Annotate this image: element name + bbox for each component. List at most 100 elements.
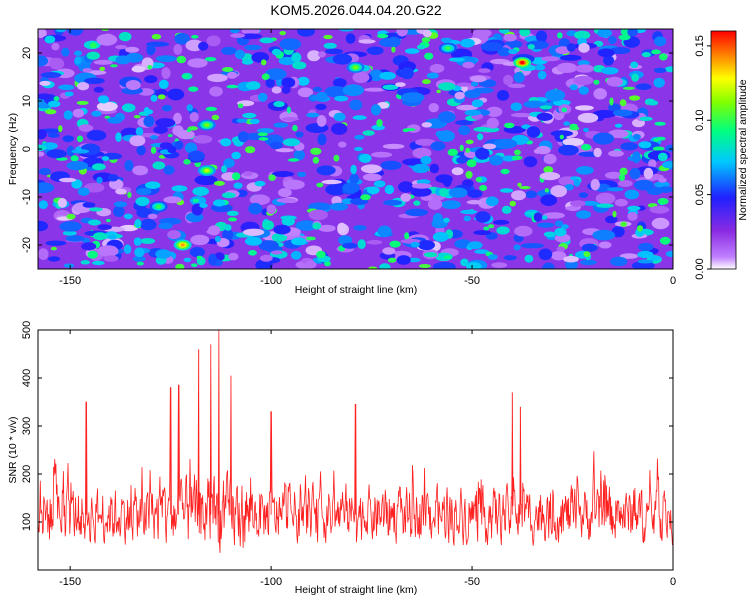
heatmap-blob	[514, 225, 533, 237]
heatmap-blob	[239, 33, 263, 40]
heatmap-blob	[448, 187, 468, 198]
heatmap-blob	[659, 53, 668, 61]
heatmap-blob	[542, 262, 555, 269]
heatmap-blob	[427, 198, 443, 210]
heatmap-blob	[237, 103, 244, 109]
heatmap-blob	[523, 100, 546, 108]
heatmap-blob	[491, 262, 508, 268]
colorbar: 0.00 0.05 0.10 0.15 Normalized spectral amp…	[694, 30, 749, 280]
heatmap-blob	[248, 250, 257, 256]
heatmap-blob	[321, 179, 343, 185]
heatmap-blob	[501, 205, 512, 214]
heatmap-blob	[632, 151, 641, 164]
heatmap-blob	[56, 157, 68, 161]
heatmap-blob	[38, 93, 52, 100]
heatmap-blob	[580, 259, 597, 266]
heatmap-blob	[325, 48, 343, 55]
heatmap-blob	[155, 118, 176, 128]
heatmap-blob	[129, 135, 146, 147]
heatmap-blob	[305, 260, 316, 268]
heatmap-blob	[601, 67, 619, 75]
heatmap-blob	[559, 134, 564, 140]
heatmap-blob	[115, 45, 128, 50]
heatmap-blob	[103, 255, 119, 262]
heatmap-x-tick-label: -100	[260, 275, 282, 287]
heatmap-blob	[338, 29, 355, 32]
heatmap-blob	[265, 78, 275, 88]
snr-x-tick-label: -100	[260, 576, 282, 588]
heatmap-blob	[161, 104, 173, 112]
heatmap-blob	[93, 232, 108, 241]
heatmap-blob	[72, 108, 85, 118]
heatmap-blob	[127, 191, 132, 198]
heatmap-blob	[497, 47, 511, 57]
heatmap-blob	[173, 44, 183, 55]
heatmap-blob	[125, 46, 140, 53]
heatmap-blob	[307, 50, 321, 62]
heatmap-blob	[613, 109, 633, 117]
heatmap-blob	[376, 119, 383, 127]
heatmap-blob	[513, 244, 521, 251]
heatmap-blob	[204, 57, 217, 62]
heatmap-blob	[306, 236, 316, 241]
snr-x-tick-label: 0	[670, 576, 676, 588]
heatmap-blob	[76, 100, 89, 105]
heatmap-blob	[38, 220, 48, 232]
heatmap-blob	[261, 59, 267, 66]
heatmap-blob	[503, 33, 517, 42]
heatmap-blob	[342, 84, 364, 97]
heatmap-blob	[652, 146, 665, 151]
heatmap-blob	[664, 66, 673, 73]
heatmap-blob	[91, 110, 102, 117]
heatmap-blob	[563, 255, 579, 263]
heatmap-y-tick-label: -20	[21, 237, 33, 253]
heatmap-blob	[74, 50, 83, 56]
heatmap-blob	[226, 71, 238, 79]
heatmap-blob	[557, 32, 563, 39]
heatmap-blob	[174, 33, 190, 45]
heatmap-blob	[637, 225, 643, 232]
heatmap-blob	[358, 39, 376, 44]
heatmap-blob	[400, 193, 412, 202]
heatmap-blob	[230, 33, 246, 38]
heatmap-blob	[561, 107, 567, 113]
heatmap-blob	[323, 42, 337, 49]
heatmap-blob	[93, 86, 104, 93]
heatmap-blob	[350, 164, 357, 175]
heatmap-blob	[107, 174, 119, 182]
heatmap-blob	[123, 213, 133, 220]
heatmap-blob	[619, 253, 639, 259]
heatmap-blob	[441, 200, 461, 210]
heatmap-blob	[82, 202, 96, 208]
heatmap-blob	[109, 178, 124, 190]
heatmap-blob	[338, 235, 353, 246]
heatmap-blob	[511, 112, 532, 118]
heatmap-blob	[78, 124, 94, 132]
heatmap-blob	[606, 76, 623, 87]
heatmap-blob	[181, 74, 190, 79]
heatmap-blob	[510, 102, 522, 111]
colorbar-tick-label: 0.15	[694, 35, 706, 56]
heatmap-blob	[306, 112, 320, 118]
heatmap-blob	[44, 35, 56, 44]
heatmap-blob	[334, 95, 349, 102]
heatmap-blob	[557, 144, 579, 156]
heatmap-blob	[583, 251, 591, 257]
heatmap-blob	[75, 146, 82, 153]
heatmap-blob	[158, 79, 169, 90]
heatmap-blob	[460, 38, 475, 48]
heatmap-blob	[352, 72, 370, 83]
heatmap-blob	[366, 186, 380, 195]
heatmap-hotspot	[445, 46, 451, 50]
heatmap-blob	[249, 194, 271, 205]
heatmap-blob	[366, 240, 383, 245]
heatmap-hotspot	[204, 123, 209, 127]
snr-y-tick-label: 500	[21, 321, 33, 339]
heatmap-blob	[134, 219, 142, 228]
heatmap-blob	[266, 204, 277, 215]
heatmap-blob	[92, 163, 106, 171]
heatmap-blob	[226, 84, 239, 89]
heatmap-blob	[136, 207, 152, 218]
heatmap-blob	[312, 222, 322, 230]
heatmap-blob	[292, 124, 298, 132]
